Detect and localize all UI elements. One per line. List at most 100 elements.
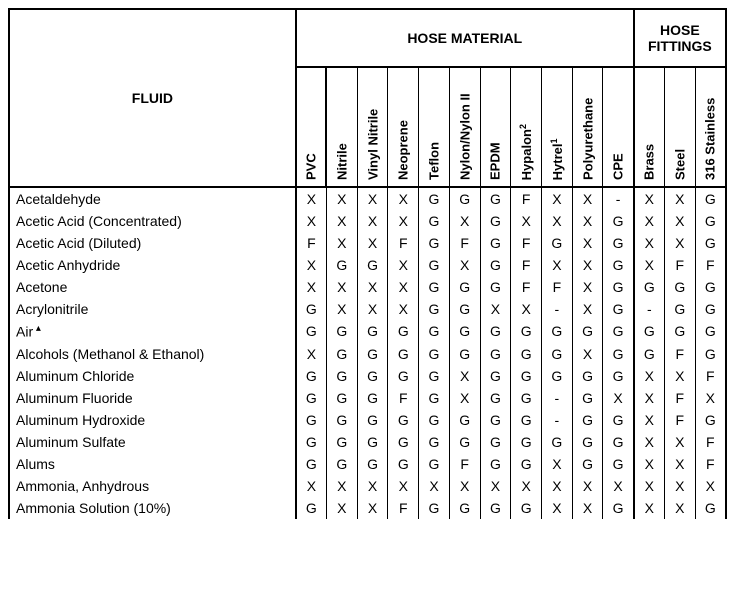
column-header-nylon-nylon-ii: Nylon/Nylon II (449, 67, 480, 187)
table-row: Ammonia, AnhydrousXXXXXXXXXXXXXX (9, 475, 726, 497)
rating-cell: G (326, 343, 357, 365)
rating-cell: G (480, 497, 511, 519)
rating-cell: G (634, 276, 665, 298)
rating-cell: - (542, 387, 573, 409)
rating-cell: X (634, 232, 665, 254)
table-row: AlumsGGGGGFGGXGGXXF (9, 453, 726, 475)
rating-cell: X (511, 475, 542, 497)
rating-cell: G (388, 343, 419, 365)
rating-cell: G (296, 431, 327, 453)
rating-cell: G (572, 431, 603, 453)
rating-cell: F (511, 187, 542, 210)
rating-cell: G (603, 453, 634, 475)
rating-cell: X (695, 475, 726, 497)
rating-cell: G (603, 365, 634, 387)
rating-cell: X (572, 343, 603, 365)
fluid-name-cell: Aluminum Chloride (9, 365, 296, 387)
rating-cell: G (634, 320, 665, 343)
rating-cell: X (634, 187, 665, 210)
rating-cell: G (480, 343, 511, 365)
rating-cell: F (511, 254, 542, 276)
rating-cell: G (634, 343, 665, 365)
rating-cell: X (572, 232, 603, 254)
rating-cell: G (542, 343, 573, 365)
header-hose-fittings: HOSE FITTINGS (634, 9, 726, 67)
table-row: Acetic Acid (Concentrated)XXXXGXGXXXGXXG (9, 210, 726, 232)
rating-cell: G (480, 276, 511, 298)
rating-cell: G (419, 409, 450, 431)
rating-cell: G (511, 409, 542, 431)
rating-cell: X (449, 254, 480, 276)
rating-cell: G (419, 365, 450, 387)
rating-cell: X (603, 475, 634, 497)
rating-cell: X (542, 210, 573, 232)
rating-cell: X (388, 298, 419, 320)
rating-cell: G (388, 453, 419, 475)
rating-cell: G (511, 320, 542, 343)
table-row: AcrylonitrileGXXXGGXX-XG-GG (9, 298, 726, 320)
rating-cell: G (296, 387, 327, 409)
rating-cell: G (511, 387, 542, 409)
rating-cell: G (296, 409, 327, 431)
rating-cell: G (480, 365, 511, 387)
fluid-name-cell: Acetic Anhydride (9, 254, 296, 276)
table-row: Aluminum FluorideGGGFGXGG-GXXFX (9, 387, 726, 409)
rating-cell: X (357, 497, 388, 519)
rating-cell: F (664, 254, 695, 276)
rating-cell: X (542, 187, 573, 210)
rating-cell: F (511, 276, 542, 298)
rating-cell: G (695, 276, 726, 298)
rating-cell: X (296, 254, 327, 276)
rating-cell: X (664, 232, 695, 254)
rating-cell: F (695, 453, 726, 475)
column-header-neoprene: Neoprene (388, 67, 419, 187)
fluid-name-cell: Ammonia, Anhydrous (9, 475, 296, 497)
rating-cell: G (480, 431, 511, 453)
rating-cell: X (388, 210, 419, 232)
rating-cell: G (511, 343, 542, 365)
rating-cell: G (695, 210, 726, 232)
column-header-epdm: EPDM (480, 67, 511, 187)
rating-cell: X (634, 210, 665, 232)
rating-cell: X (388, 254, 419, 276)
table-row: AcetaldehydeXXXXGGGFXX-XXG (9, 187, 726, 210)
rating-cell: G (572, 409, 603, 431)
rating-cell: G (603, 497, 634, 519)
rating-cell: G (572, 365, 603, 387)
rating-cell: G (388, 320, 419, 343)
rating-cell: G (603, 276, 634, 298)
rating-cell: - (603, 187, 634, 210)
table-row: Aluminum SulfateGGGGGGGGGGGXXF (9, 431, 726, 453)
table-row: AcetoneXXXXGGGFFXGGGG (9, 276, 726, 298)
rating-cell: X (296, 475, 327, 497)
rating-cell: G (695, 298, 726, 320)
rating-cell: F (296, 232, 327, 254)
rating-cell: G (419, 387, 450, 409)
rating-cell: G (542, 232, 573, 254)
rating-cell: G (357, 409, 388, 431)
rating-cell: G (480, 453, 511, 475)
table-row: Acetic Acid (Diluted)FXXFGFGFGXGXXG (9, 232, 726, 254)
fluid-name-cell: Ammonia Solution (10%) (9, 497, 296, 519)
rating-cell: G (603, 409, 634, 431)
rating-cell: F (695, 431, 726, 453)
rating-cell: X (542, 475, 573, 497)
rating-cell: X (419, 475, 450, 497)
rating-cell: F (388, 497, 419, 519)
rating-cell: G (542, 320, 573, 343)
rating-cell: X (664, 365, 695, 387)
rating-cell: G (449, 320, 480, 343)
rating-cell: G (572, 453, 603, 475)
column-header-steel: Steel (664, 67, 695, 187)
rating-cell: - (542, 298, 573, 320)
rating-cell: G (542, 431, 573, 453)
rating-cell: X (572, 475, 603, 497)
rating-cell: X (326, 475, 357, 497)
rating-cell: G (511, 365, 542, 387)
rating-cell: F (695, 254, 726, 276)
rating-cell: X (326, 232, 357, 254)
rating-cell: G (388, 431, 419, 453)
rating-cell: F (542, 276, 573, 298)
rating-cell: X (542, 254, 573, 276)
rating-cell: G (296, 320, 327, 343)
